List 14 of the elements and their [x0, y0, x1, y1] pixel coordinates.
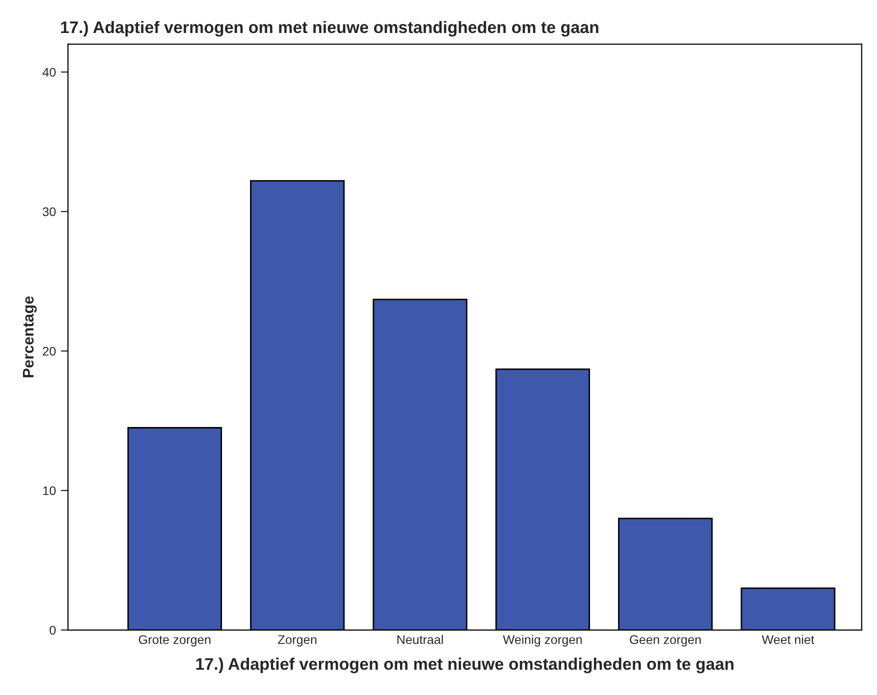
y-tick-label: 30 — [42, 207, 56, 216]
y-axis-title: Percentage — [22, 296, 37, 378]
y-tick-label: 20 — [42, 346, 56, 356]
x-axis-title: 17.) Adaptief vermogen om met nieuwe omstandigheden om te gaan — [196, 658, 734, 674]
x-tick-label: Neutraal — [397, 634, 443, 644]
x-tick-label: Weet niet — [762, 634, 814, 644]
x-tick-label: Geen zorgen — [630, 635, 701, 647]
y-tick-label: 40 — [42, 68, 56, 77]
x-tick-label: Grote zorgen — [138, 635, 210, 647]
x-tick-label: Weinig zorgen — [502, 634, 582, 647]
y-tick-label: 0 — [50, 626, 56, 635]
chart-title: 17.) Adaptief vermogen om met nieuwe omstandigheden om te gaan — [61, 20, 598, 37]
x-tick-label: Zorgen — [278, 635, 316, 647]
y-tick-label: 10 — [43, 486, 56, 496]
